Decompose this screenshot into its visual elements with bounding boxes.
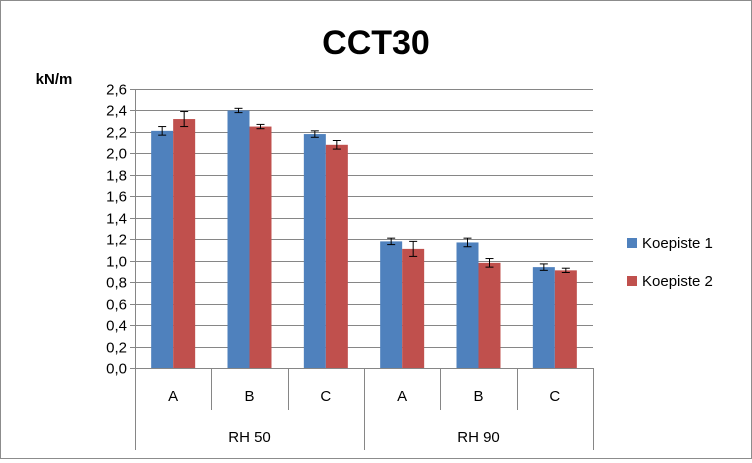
- bar: [151, 130, 174, 368]
- legend-swatch: [627, 238, 637, 248]
- bar: [380, 241, 403, 368]
- bar: [227, 110, 250, 368]
- bars: [151, 107, 577, 369]
- x-category-label: B: [473, 388, 483, 405]
- bar: [554, 270, 577, 368]
- bar: [303, 134, 326, 368]
- bar: [478, 262, 501, 368]
- gridlines: [135, 89, 593, 348]
- y-tick-labels: 0,0 0,2 0,4 0,6 0,8 1,0 1,2 1,4 1,6 1,8 2,0 2,2 2,4 2…: [106, 82, 127, 378]
- y-tick-label: 0,0: [106, 361, 127, 378]
- legend: Koepiste 1 Koepiste 2: [627, 235, 713, 290]
- x-category-label: B: [244, 388, 254, 405]
- y-tick-label: 0,6: [106, 297, 127, 314]
- y-tick-label: 1,0: [106, 254, 127, 271]
- y-tick-label: 0,4: [106, 318, 127, 335]
- axes: [130, 89, 594, 450]
- bar: [532, 267, 555, 368]
- x-category-label: A: [397, 388, 407, 405]
- y-tick-label: 2,0: [106, 146, 127, 163]
- bar: [173, 119, 196, 369]
- x-category-labels: A B C A B C RH 50 RH 90: [168, 388, 560, 446]
- bar: [402, 248, 425, 368]
- bar: [456, 242, 479, 368]
- y-axis-label: kN/m: [36, 71, 73, 88]
- y-tick-label: 1,4: [106, 211, 127, 228]
- chart-title: CCT30: [322, 24, 430, 62]
- y-tick-label: 2,2: [106, 125, 127, 142]
- x-category-label: C: [549, 388, 560, 405]
- y-tick-label: 1,2: [106, 232, 127, 249]
- y-tick-label: 2,6: [106, 82, 127, 99]
- legend-label: Koepiste 1: [642, 235, 713, 252]
- y-tick-label: 2,4: [106, 103, 127, 120]
- y-tick-label: 1,8: [106, 168, 127, 185]
- y-tick-label: 0,8: [106, 275, 127, 292]
- y-tick-label: 0,2: [106, 340, 127, 357]
- legend-swatch: [627, 276, 637, 286]
- x-group-label: RH 90: [457, 429, 500, 446]
- y-tick-label: 1,6: [106, 189, 127, 206]
- legend-label: Koepiste 2: [642, 273, 713, 290]
- x-category-label: A: [168, 388, 178, 405]
- x-group-label: RH 50: [228, 429, 271, 446]
- x-category-label: C: [320, 388, 331, 405]
- bar: [325, 144, 348, 368]
- bar: [249, 126, 272, 368]
